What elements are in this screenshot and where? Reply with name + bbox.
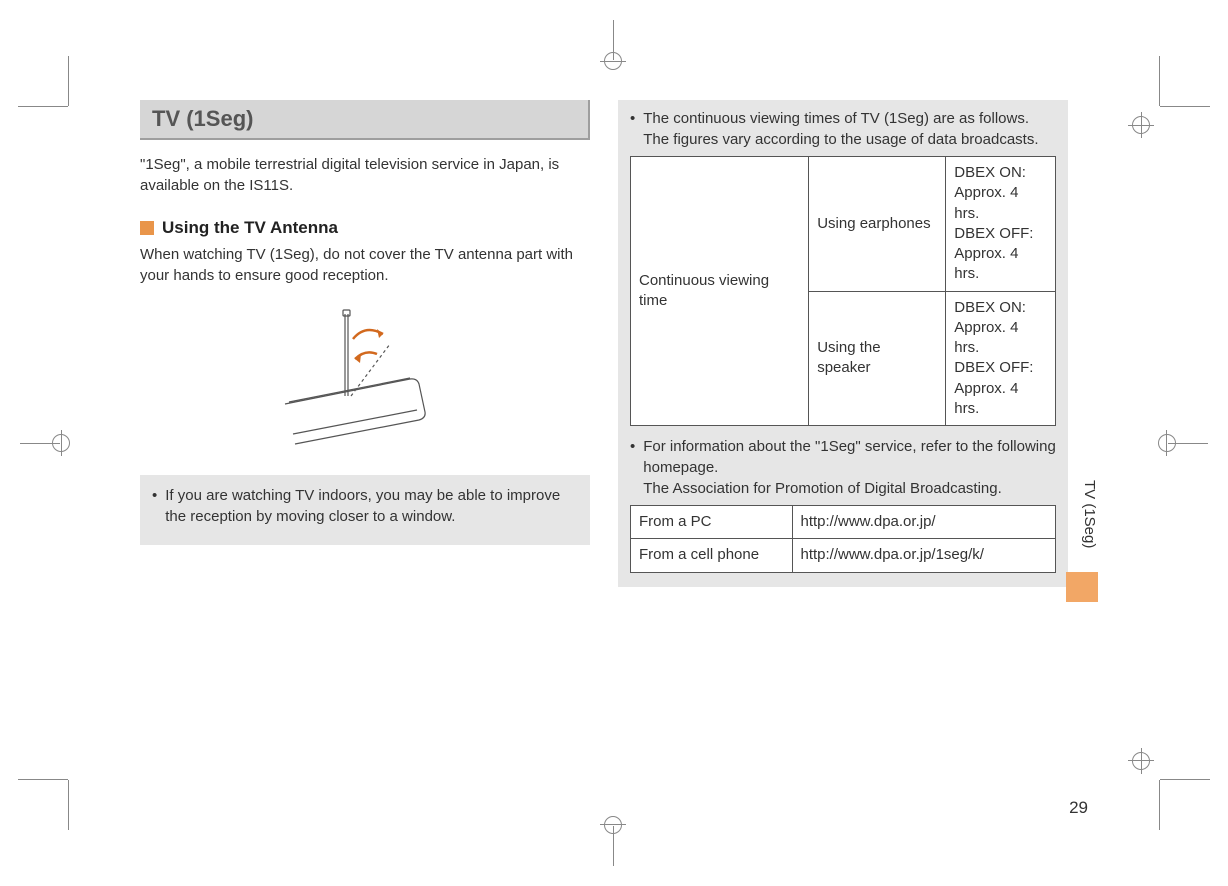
bullet-icon: • — [630, 108, 635, 150]
value-cell: DBEX ON: Approx. 4 hrs. DBEX OFF: Approx… — [946, 157, 1056, 292]
note-bullet-row: • If you are watching TV indoors, you ma… — [152, 485, 578, 527]
bullet-icon: • — [152, 485, 157, 527]
antenna-diagram — [265, 304, 465, 459]
sub-heading: Using the TV Antenna — [162, 218, 338, 238]
table-row: Continuous viewing time Using earphones … — [631, 157, 1056, 292]
section-title: TV (1Seg) — [152, 106, 576, 132]
page-number: 29 — [1069, 798, 1088, 818]
bullet-icon: • — [630, 436, 635, 499]
section-title-bar: TV (1Seg) — [140, 100, 590, 140]
url-cell: http://www.dpa.or.jp/1seg/k/ — [792, 539, 1056, 572]
table-row: From a cell phone http://www.dpa.or.jp/1… — [631, 539, 1056, 572]
bullet-row-1: • The continuous viewing times of TV (1S… — [630, 108, 1056, 150]
value-cell: DBEX ON: Approx. 4 hrs. DBEX OFF: Approx… — [946, 291, 1056, 426]
link-table: From a PC http://www.dpa.or.jp/ From a c… — [630, 505, 1056, 573]
source-cell: From a PC — [631, 506, 793, 539]
side-tab-label: TV (1Seg) — [1081, 480, 1098, 548]
page-content: TV (1Seg) "1Seg", a mobile terrestrial d… — [140, 100, 1080, 820]
bullet-row-2: • For information about the "1Seg" servi… — [630, 436, 1056, 499]
note-box-right: • The continuous viewing times of TV (1S… — [618, 100, 1068, 587]
side-tab-color-block — [1066, 572, 1098, 602]
square-bullet-icon — [140, 221, 154, 235]
note-text: If you are watching TV indoors, you may … — [165, 485, 578, 527]
bullet1-text: The continuous viewing times of TV (1Seg… — [643, 108, 1056, 150]
intro-text: "1Seg", a mobile terrestrial digital tel… — [140, 154, 590, 196]
source-cell: From a cell phone — [631, 539, 793, 572]
method-cell: Using earphones — [809, 157, 946, 292]
url-cell: http://www.dpa.or.jp/ — [792, 506, 1056, 539]
right-column: • The continuous viewing times of TV (1S… — [618, 100, 1068, 820]
note-box-left: • If you are watching TV indoors, you ma… — [140, 475, 590, 545]
viewing-time-table: Continuous viewing time Using earphones … — [630, 156, 1056, 426]
antenna-text: When watching TV (1Seg), do not cover th… — [140, 244, 590, 286]
bullet2-text: For information about the "1Seg" service… — [643, 436, 1056, 499]
table-row: From a PC http://www.dpa.or.jp/ — [631, 506, 1056, 539]
sub-heading-row: Using the TV Antenna — [140, 218, 590, 238]
row-label-cell: Continuous viewing time — [631, 157, 809, 426]
left-column: TV (1Seg) "1Seg", a mobile terrestrial d… — [140, 100, 590, 820]
method-cell: Using the speaker — [809, 291, 946, 426]
